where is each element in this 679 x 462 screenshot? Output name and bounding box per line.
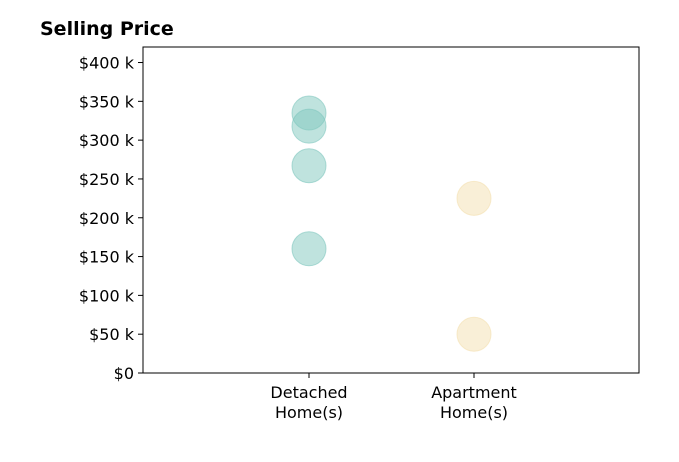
x-tick-label: Home(s) <box>275 403 343 422</box>
data-point <box>291 148 327 184</box>
data-point <box>291 231 327 267</box>
chart-title: Selling Price <box>40 18 174 40</box>
y-tick-label: $100 k <box>79 286 135 305</box>
x-tick-label: Detached <box>270 383 347 402</box>
data-point <box>456 180 492 216</box>
y-tick-label: $0 <box>114 364 134 383</box>
plot-frame <box>142 46 640 374</box>
y-tick-label: $350 k <box>79 92 135 111</box>
plot-area: $0 $50 k $100 k $150 k $200 k $250 k $300 k $35… <box>79 46 640 422</box>
y-tick-label: $200 k <box>79 209 135 228</box>
y-tick-label: $250 k <box>79 170 135 189</box>
x-tick-label: Home(s) <box>440 403 508 422</box>
data-point <box>291 108 327 144</box>
x-tick-label: Apartment <box>431 383 517 402</box>
data-point <box>456 316 492 352</box>
y-tick-label: $150 k <box>79 248 135 267</box>
y-tick-label: $400 k <box>79 54 135 73</box>
y-tick-label: $50 k <box>89 325 135 344</box>
y-tick-label: $300 k <box>79 131 135 150</box>
